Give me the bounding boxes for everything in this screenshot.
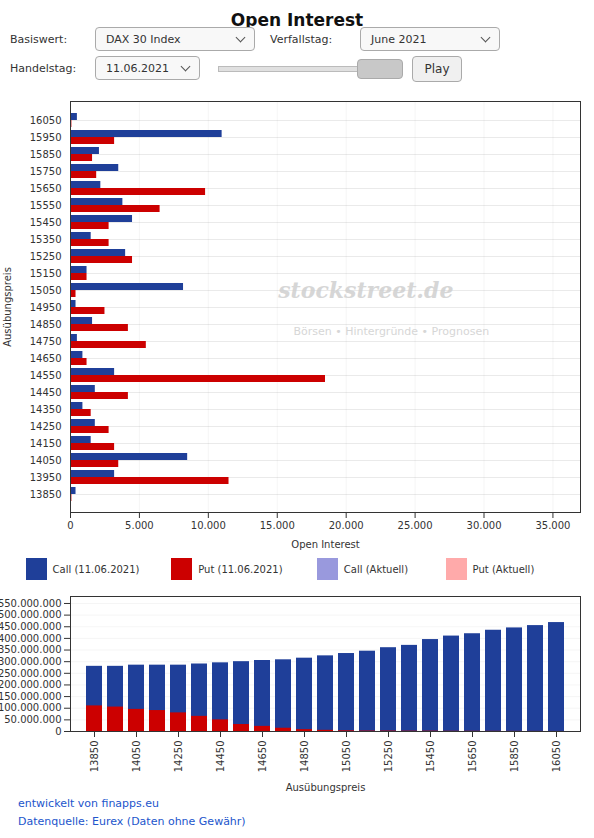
svg-text:50.000.000: 50.000.000 bbox=[4, 714, 61, 725]
html-text:Verfallstag:: Verfallstag: bbox=[270, 33, 333, 46]
html-text:Basiswert:: Basiswert: bbox=[10, 33, 68, 46]
svg-text:14250: 14250 bbox=[173, 741, 184, 773]
svg-text:15050: 15050 bbox=[341, 741, 352, 773]
html-text:entwickelt von finapps.eu: entwickelt von finapps.eu bbox=[18, 797, 159, 810]
html-text:Put (Aktuell): Put (Aktuell) bbox=[472, 563, 535, 575]
html-text:Call (Aktuell): Call (Aktuell) bbox=[343, 563, 408, 575]
svg-text:100.000.000: 100.000.000 bbox=[0, 702, 62, 713]
svg-text:15450: 15450 bbox=[30, 217, 62, 228]
svg-text:16050: 16050 bbox=[30, 115, 62, 126]
html-text:Put (11.06.2021): Put (11.06.2021) bbox=[198, 563, 283, 575]
svg-text:14350: 14350 bbox=[30, 404, 62, 415]
svg-text:15350: 15350 bbox=[30, 234, 62, 245]
svg-text:0: 0 bbox=[55, 726, 61, 737]
svg-text:13950: 13950 bbox=[30, 472, 62, 483]
svg-text:15250: 15250 bbox=[383, 741, 394, 773]
svg-text:15550: 15550 bbox=[30, 200, 62, 211]
html-text:Play: Play bbox=[424, 62, 450, 76]
html-text:11.06.2021: 11.06.2021 bbox=[106, 62, 169, 75]
svg-text:15850: 15850 bbox=[30, 149, 62, 160]
svg-text:13850: 13850 bbox=[89, 741, 100, 773]
html-text:June 2021: June 2021 bbox=[371, 33, 427, 46]
svg-text:200.000.000: 200.000.000 bbox=[0, 679, 62, 690]
svg-text:15750: 15750 bbox=[30, 166, 62, 177]
svg-text:300.000.000: 300.000.000 bbox=[0, 656, 62, 667]
svg-text:0: 0 bbox=[67, 520, 73, 531]
svg-text:10.000: 10.000 bbox=[191, 520, 226, 531]
svg-text:15050: 15050 bbox=[30, 285, 62, 296]
svg-text:14850: 14850 bbox=[30, 319, 62, 330]
svg-text:14050: 14050 bbox=[131, 741, 142, 773]
svg-text:14250: 14250 bbox=[30, 421, 62, 432]
svg-text:15650: 15650 bbox=[30, 183, 62, 194]
svg-text:35.000: 35.000 bbox=[535, 520, 570, 531]
svg-text:15850: 15850 bbox=[509, 741, 520, 773]
svg-text:Open Interest: Open Interest bbox=[291, 539, 360, 550]
svg-text:Ausübungspreis: Ausübungspreis bbox=[2, 267, 13, 347]
svg-text:14650: 14650 bbox=[30, 353, 62, 364]
svg-text:Ausübungspreis: Ausübungspreis bbox=[286, 782, 366, 793]
svg-text:450.000.000: 450.000.000 bbox=[0, 621, 62, 632]
svg-text:15650: 15650 bbox=[467, 741, 478, 773]
svg-text:14650: 14650 bbox=[257, 741, 268, 773]
svg-text:400.000.000: 400.000.000 bbox=[0, 633, 62, 644]
html-text:stockstreet.de: stockstreet.de bbox=[278, 277, 454, 303]
svg-text:20.000: 20.000 bbox=[329, 520, 364, 531]
svg-text:14750: 14750 bbox=[30, 336, 62, 347]
svg-text:14150: 14150 bbox=[30, 438, 62, 449]
svg-text:14050: 14050 bbox=[30, 455, 62, 466]
svg-text:350.000.000: 350.000.000 bbox=[0, 644, 62, 655]
svg-text:550.000.000: 550.000.000 bbox=[0, 598, 62, 609]
svg-text:13850: 13850 bbox=[30, 489, 62, 500]
html-text:Börsen • Hintergründe • Progno: Börsen • Hintergründe • Prognosen bbox=[293, 324, 490, 338]
svg-text:14550: 14550 bbox=[30, 370, 62, 381]
svg-text:250.000.000: 250.000.000 bbox=[0, 668, 62, 679]
html-text:Datenquelle: Eurex (Daten ohne: Datenquelle: Eurex (Daten ohne Gewähr) bbox=[18, 815, 246, 828]
svg-text:15150: 15150 bbox=[30, 268, 62, 279]
svg-text:14450: 14450 bbox=[215, 741, 226, 773]
html-text:Open Interest: Open Interest bbox=[230, 10, 364, 30]
svg-text:16050: 16050 bbox=[551, 741, 562, 773]
svg-text:150.000.000: 150.000.000 bbox=[0, 691, 62, 702]
svg-text:500.000.000: 500.000.000 bbox=[0, 609, 62, 620]
svg-text:14450: 14450 bbox=[30, 387, 62, 398]
svg-text:5.000: 5.000 bbox=[125, 520, 154, 531]
svg-text:15250: 15250 bbox=[30, 251, 62, 262]
svg-text:14850: 14850 bbox=[299, 741, 310, 773]
svg-text:15950: 15950 bbox=[30, 132, 62, 143]
svg-text:25.000: 25.000 bbox=[398, 520, 433, 531]
svg-text:14950: 14950 bbox=[30, 302, 62, 313]
svg-text:15.000: 15.000 bbox=[260, 520, 295, 531]
html-text:DAX 30 Index: DAX 30 Index bbox=[106, 33, 181, 46]
html-text:Handelstag:: Handelstag: bbox=[10, 62, 77, 75]
svg-text:30.000: 30.000 bbox=[467, 520, 502, 531]
html-text:Call (11.06.2021): Call (11.06.2021) bbox=[52, 563, 140, 575]
svg-text:15450: 15450 bbox=[425, 741, 436, 773]
